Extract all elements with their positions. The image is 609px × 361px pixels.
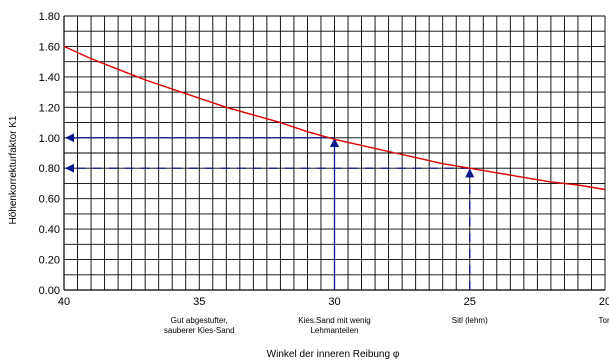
reading-guides xyxy=(65,133,475,290)
y-axis-ticks: 0.00 0.20 0.40 0.60 0.80 1.00 1.20 1.40 1.60 1.80 xyxy=(39,11,60,297)
chart-series xyxy=(63,45,606,191)
y-axis-label: Höhenkorrekturfaktor K1 xyxy=(8,115,19,224)
x-annotation-line: Kies.Sand mit wenig xyxy=(298,316,370,325)
y-tick-label: 0.60 xyxy=(39,194,60,206)
y-tick-label: 1.60 xyxy=(39,41,60,53)
y-tick-label: 1.80 xyxy=(39,11,60,23)
series-line xyxy=(63,45,606,191)
y-tick-label: 0.80 xyxy=(39,163,60,175)
x-tick-label: 35 xyxy=(193,296,205,308)
y-tick-label: 0.40 xyxy=(39,224,60,236)
x-annotation-line: Ton xyxy=(599,316,609,325)
x-tick-label: 40 xyxy=(58,296,70,308)
x-tick-label: 30 xyxy=(328,296,340,308)
x-annotation-line: Gut abgestufter, xyxy=(171,316,228,325)
x-annotation-line: Sitl (lehm) xyxy=(452,316,488,325)
x-axis-ticks: 40 35 30 25 20 xyxy=(58,296,609,308)
x-annotation-line: sauberer Kies-Sand xyxy=(164,326,235,335)
x-annotation-line: Lehmanteilen xyxy=(310,326,358,335)
y-tick-label: 0.20 xyxy=(39,255,60,267)
y-tick-label: 0.00 xyxy=(39,285,60,297)
x-tick-label: 20 xyxy=(599,296,609,308)
y-tick-label: 1.00 xyxy=(39,133,60,145)
x-axis-label: Winkel der inneren Reibung φ xyxy=(267,349,400,360)
y-tick-label: 1.40 xyxy=(39,72,60,84)
y-tick-label: 1.20 xyxy=(39,102,60,114)
x-axis-annotations: Gut abgestufter,sauberer Kies-Sand Kies.S… xyxy=(164,316,609,335)
x-tick-label: 25 xyxy=(464,296,476,308)
